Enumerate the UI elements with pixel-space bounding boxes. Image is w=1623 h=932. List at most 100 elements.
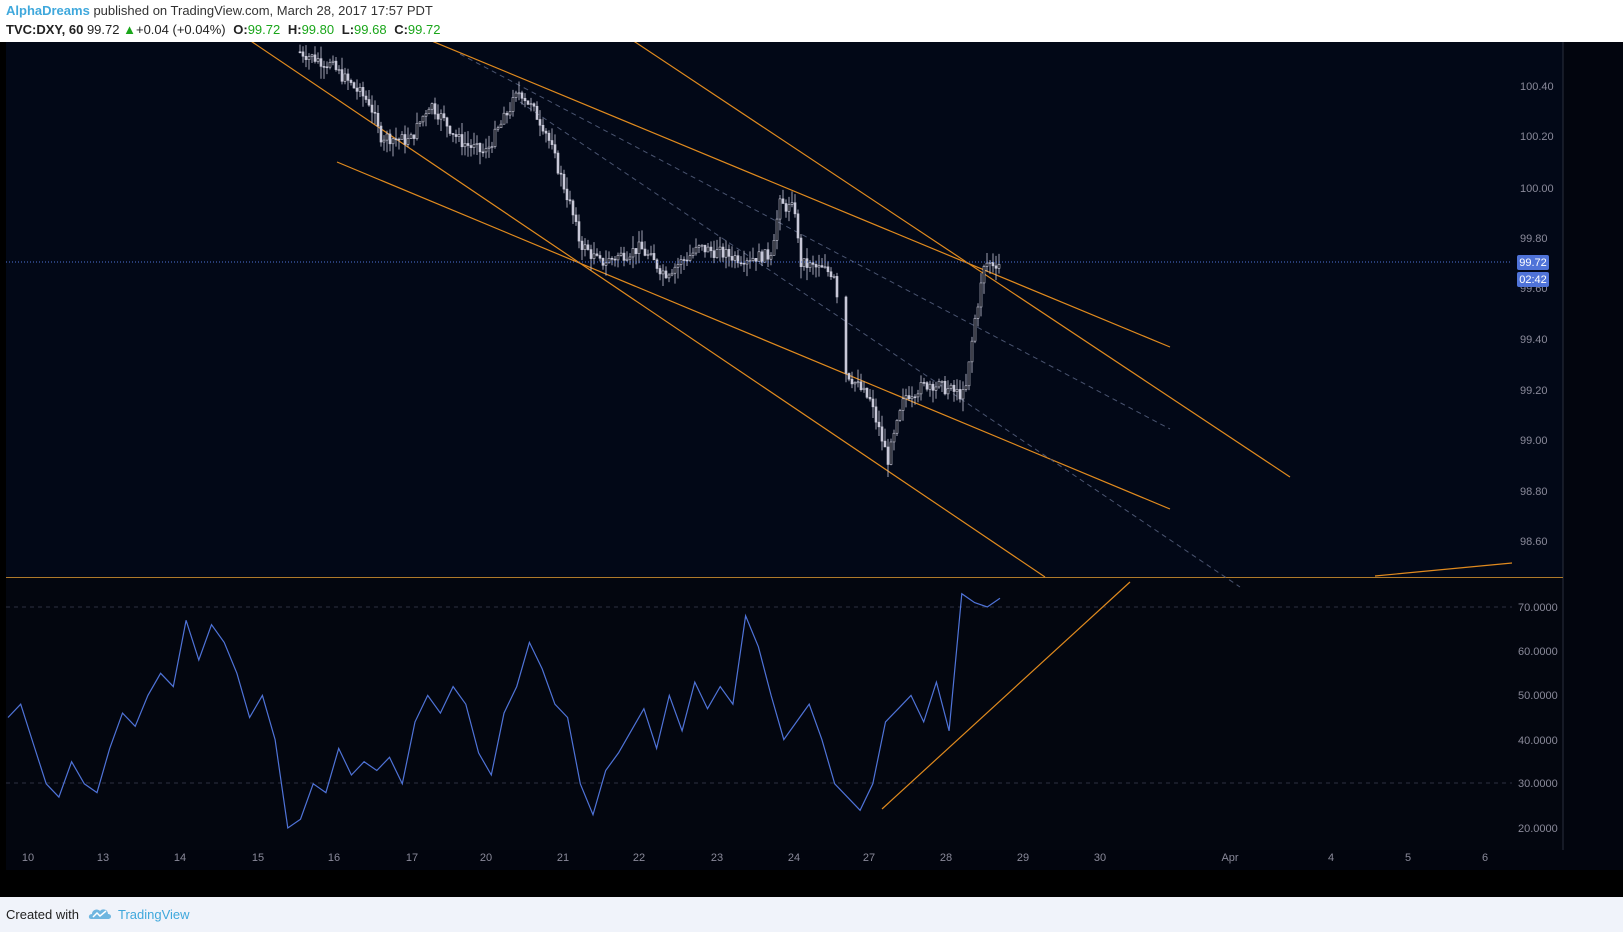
candle[interactable] [298,44,302,54]
candle[interactable] [652,244,656,261]
candle[interactable] [694,238,698,256]
candle[interactable] [532,102,536,112]
candle[interactable] [520,90,524,105]
candle[interactable] [724,240,728,269]
channel-midlines[interactable] [459,53,1241,588]
candle[interactable] [310,53,314,64]
candle[interactable] [430,102,434,115]
rsi-pane[interactable] [6,578,1564,850]
candle[interactable] [919,375,923,401]
candle[interactable] [763,249,767,263]
candle[interactable] [559,165,563,187]
candle[interactable] [472,132,476,155]
candle[interactable] [736,249,740,268]
candle[interactable] [784,199,788,218]
candle[interactable] [871,389,875,418]
candle[interactable] [682,256,686,270]
candle[interactable] [727,244,731,267]
candle[interactable] [493,120,497,149]
candle[interactable] [490,141,494,154]
candle[interactable] [847,372,851,382]
candle[interactable] [433,97,437,120]
candle[interactable] [715,239,719,259]
candle[interactable] [862,381,866,393]
tradingview-link[interactable]: TradingView [118,907,190,922]
candle[interactable] [940,380,944,392]
candle[interactable] [820,257,824,268]
candle[interactable] [664,266,668,279]
candle[interactable] [328,58,332,70]
candle[interactable] [598,251,602,262]
candle[interactable] [400,131,404,140]
candle[interactable] [790,191,794,208]
candle[interactable] [415,112,419,141]
candle[interactable] [586,239,590,251]
candle[interactable] [754,258,758,271]
candle[interactable] [529,97,533,112]
candle[interactable] [499,120,503,129]
candle[interactable] [787,196,791,222]
candle[interactable] [406,127,410,148]
support-trendline[interactable] [336,161,1171,510]
candle[interactable] [886,438,890,477]
candle[interactable] [880,415,884,451]
candle[interactable] [517,81,521,101]
candle[interactable] [541,118,545,135]
candle[interactable] [712,240,716,264]
candle[interactable] [958,380,962,403]
candle[interactable] [592,242,596,265]
time-axis[interactable] [6,850,1623,870]
candle[interactable] [349,78,353,86]
rsi-horizon-trendline[interactable] [1374,562,1513,577]
candle[interactable] [373,100,377,125]
candle[interactable] [346,68,350,91]
candle[interactable] [427,107,431,115]
candle[interactable] [835,272,839,304]
candle[interactable] [973,314,977,344]
candle[interactable] [931,381,935,403]
candle[interactable] [454,129,458,144]
candle[interactable] [823,254,827,269]
candle[interactable] [964,373,968,392]
candle[interactable] [850,371,854,389]
candle[interactable] [961,381,965,412]
candle[interactable] [793,194,797,218]
candle[interactable] [583,238,587,257]
candle[interactable] [544,128,548,143]
candle[interactable] [613,255,617,267]
candle[interactable] [649,245,653,257]
candle[interactable] [907,386,911,401]
rsi-support-trendline[interactable] [881,581,1131,810]
candle[interactable] [811,255,815,275]
candle[interactable] [685,252,689,266]
candle[interactable] [676,257,680,279]
candle[interactable] [325,61,329,75]
candle[interactable] [718,236,722,262]
candle[interactable] [361,81,365,107]
candle[interactable] [370,95,374,124]
candle[interactable] [970,336,974,373]
candle[interactable] [358,83,362,97]
candle[interactable] [892,429,896,451]
candle[interactable] [301,46,305,63]
candle[interactable] [844,295,848,383]
candle[interactable] [772,234,776,256]
candle[interactable] [376,105,380,134]
candle[interactable] [730,246,734,268]
candle[interactable] [949,383,953,391]
candle[interactable] [367,90,371,107]
candle[interactable] [448,125,452,136]
rsi-line[interactable] [7,592,1001,830]
price-pane[interactable] [6,42,1564,577]
candle[interactable] [625,251,629,262]
candle[interactable] [643,241,647,257]
candle[interactable] [877,410,881,437]
steep-trendline[interactable] [620,42,1291,478]
candle[interactable] [316,52,320,64]
candle[interactable] [913,394,917,405]
candle[interactable] [799,234,803,279]
candle[interactable] [508,102,512,119]
candle[interactable] [319,46,323,79]
candle[interactable] [670,269,674,277]
candle[interactable] [868,388,872,402]
